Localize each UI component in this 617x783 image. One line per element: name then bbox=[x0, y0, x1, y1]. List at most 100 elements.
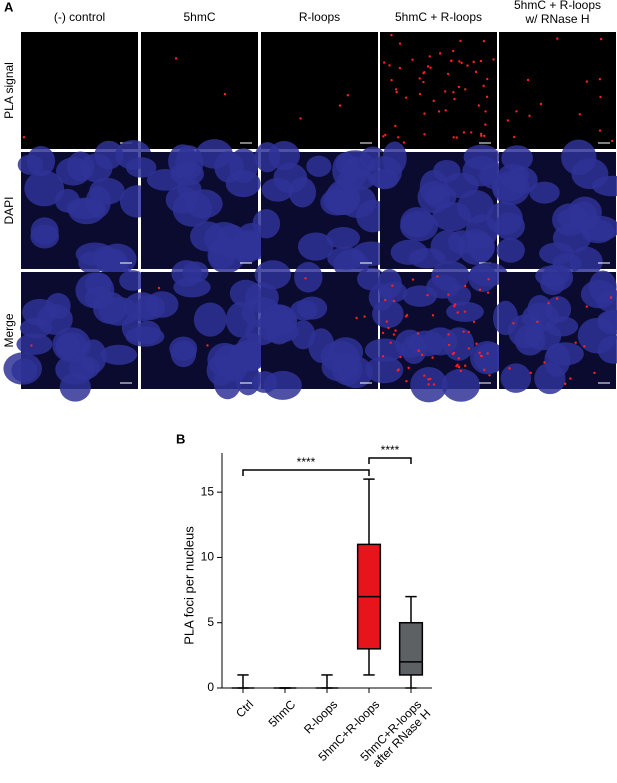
pla-dot bbox=[388, 64, 391, 67]
pla-dot bbox=[381, 331, 385, 335]
pla-dot bbox=[547, 301, 550, 305]
nucleus bbox=[338, 356, 373, 389]
pla-dot bbox=[397, 368, 400, 371]
nucleus bbox=[55, 333, 81, 358]
pla-dot bbox=[444, 109, 447, 112]
pla-dot bbox=[536, 320, 539, 324]
nucleus bbox=[541, 264, 574, 292]
micrograph bbox=[21, 32, 138, 149]
nucleus bbox=[251, 371, 278, 393]
micrograph bbox=[241, 260, 385, 400]
nucleus bbox=[514, 324, 546, 356]
pla-dot bbox=[338, 104, 342, 107]
pla-dot bbox=[455, 136, 458, 139]
nucleus bbox=[59, 372, 91, 402]
pla-dot bbox=[480, 354, 483, 358]
pla-dot bbox=[363, 315, 366, 318]
y-tick-label: 10 bbox=[201, 550, 215, 564]
nucleus bbox=[26, 145, 56, 177]
significance-bracket bbox=[242, 469, 370, 476]
pla-dot bbox=[556, 37, 559, 40]
pla-dot bbox=[30, 344, 33, 347]
y-axis-label: PLA foci per nucleus bbox=[181, 526, 196, 645]
micrograph bbox=[141, 32, 258, 149]
pla-dot bbox=[506, 119, 510, 122]
pla-dot bbox=[578, 113, 581, 116]
pla-dot bbox=[486, 77, 489, 81]
nucleus bbox=[496, 237, 525, 263]
nucleus bbox=[170, 162, 204, 186]
pla-dot bbox=[405, 379, 408, 383]
pla-dot bbox=[346, 94, 350, 97]
nucleus bbox=[125, 326, 165, 347]
nucleus bbox=[214, 151, 244, 183]
nucleus bbox=[557, 208, 589, 229]
nucleus bbox=[208, 245, 236, 269]
pla-dot bbox=[426, 293, 429, 297]
nucleus bbox=[290, 299, 318, 321]
pla-dot bbox=[429, 377, 432, 381]
pla-dot bbox=[484, 110, 487, 113]
pla-dot bbox=[479, 132, 483, 136]
pla-dot bbox=[444, 90, 447, 93]
row-label: Merge bbox=[2, 313, 16, 347]
nucleus bbox=[529, 181, 560, 204]
pla-dot bbox=[437, 110, 441, 113]
pla-dot bbox=[585, 305, 588, 308]
column-header: 5hmC bbox=[183, 10, 215, 24]
pla-dot bbox=[460, 61, 463, 65]
micrograph bbox=[486, 139, 617, 277]
pla-dot bbox=[402, 141, 406, 144]
pla-dot bbox=[355, 316, 358, 320]
pla-dot bbox=[464, 88, 467, 91]
pla-dot bbox=[411, 58, 414, 61]
pla-dot bbox=[398, 66, 402, 70]
nucleus bbox=[171, 260, 202, 287]
image-bg bbox=[141, 32, 258, 149]
pla-dot bbox=[397, 136, 400, 139]
pla-dot bbox=[299, 117, 302, 120]
nucleus bbox=[294, 261, 323, 293]
pla-dot bbox=[404, 96, 408, 99]
pla-dot bbox=[438, 52, 442, 55]
pla-dot bbox=[452, 136, 455, 139]
pla-dot bbox=[395, 90, 398, 94]
nucleus bbox=[486, 201, 523, 236]
pla-dot bbox=[392, 299, 396, 303]
nucleus bbox=[500, 363, 532, 393]
pla-dot bbox=[485, 95, 489, 99]
pla-dot bbox=[486, 291, 490, 294]
nucleus bbox=[288, 177, 317, 208]
nucleus bbox=[3, 352, 42, 385]
nucleus bbox=[193, 302, 227, 337]
pla-dot bbox=[431, 356, 434, 359]
pla-dot bbox=[569, 377, 572, 380]
nucleus bbox=[400, 211, 439, 242]
pla-dot bbox=[480, 134, 483, 137]
pla-dot bbox=[432, 383, 436, 386]
micrograph bbox=[364, 261, 508, 403]
pla-dot bbox=[457, 85, 461, 89]
pla-dot bbox=[174, 57, 178, 60]
pla-dot bbox=[482, 39, 486, 43]
pla-dot bbox=[458, 60, 461, 63]
image-bg bbox=[499, 32, 616, 149]
pla-dot bbox=[478, 288, 482, 291]
micrograph bbox=[365, 141, 514, 269]
pla-dot bbox=[472, 320, 476, 324]
nucleus bbox=[470, 340, 505, 375]
nucleus bbox=[291, 320, 316, 350]
nucleus bbox=[222, 354, 248, 382]
pla-dot bbox=[467, 330, 470, 334]
pla-dot bbox=[451, 49, 455, 53]
nucleus bbox=[545, 296, 572, 323]
nucleus bbox=[24, 170, 65, 207]
pla-dot bbox=[486, 352, 489, 355]
pla-dot bbox=[459, 369, 463, 373]
micrograph bbox=[3, 270, 151, 402]
nucleus bbox=[580, 215, 617, 241]
pla-dot bbox=[478, 351, 481, 355]
nucleus bbox=[94, 140, 124, 170]
y-tick-label: 0 bbox=[207, 680, 214, 694]
nucleus bbox=[342, 156, 368, 188]
